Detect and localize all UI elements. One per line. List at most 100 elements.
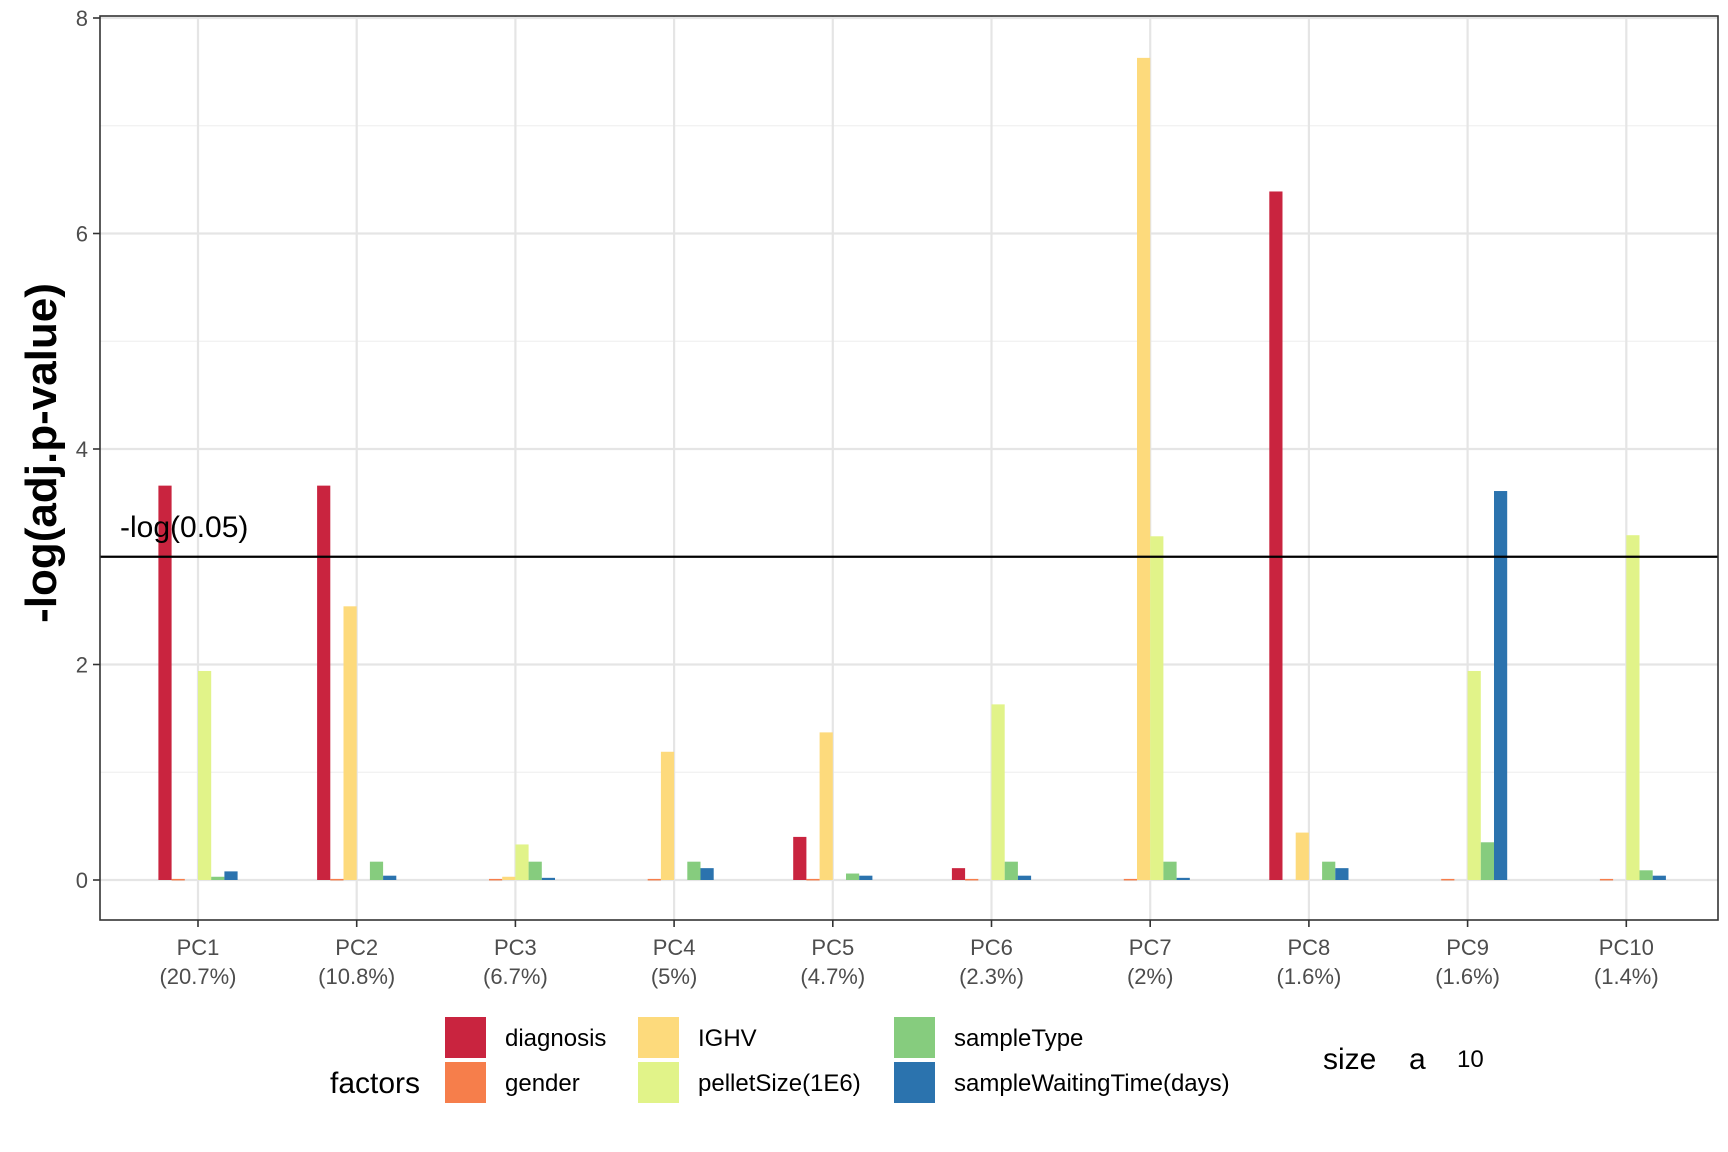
- x-tick-label: (1.4%): [1594, 964, 1659, 989]
- x-tick-label: (2.3%): [959, 964, 1024, 989]
- bar-samplewaitingtime-days--5: [859, 875, 873, 880]
- threshold-label: -log(0.05): [120, 511, 248, 544]
- bar-diagnosis-1: [158, 485, 172, 880]
- x-tick-label: PC5: [811, 935, 854, 960]
- legend-swatch: [445, 1062, 486, 1103]
- x-tick-label: PC9: [1446, 935, 1489, 960]
- x-tick-label: PC6: [970, 935, 1013, 960]
- x-tick-label: (5%): [651, 964, 697, 989]
- y-tick-label: 0: [76, 868, 88, 893]
- bar-sampletype-4: [687, 861, 701, 880]
- x-tick-label: PC10: [1599, 935, 1654, 960]
- bar-ighv-8: [1295, 832, 1309, 880]
- bar-gender-6: [965, 878, 979, 881]
- bar-ighv-4: [660, 751, 675, 880]
- bar-ighv-3: [502, 876, 516, 880]
- legend-item: sampleType: [894, 1017, 1083, 1058]
- x-tick-label: PC8: [1288, 935, 1331, 960]
- bar-sampletype-10: [1639, 870, 1653, 880]
- bar-gender-2: [330, 878, 344, 881]
- x-tick-label: (1.6%): [1277, 964, 1342, 989]
- legend-swatch: [445, 1017, 486, 1058]
- size-legend-key: a: [1409, 1043, 1426, 1076]
- legend-label: diagnosis: [505, 1025, 606, 1052]
- x-tick-label: PC4: [653, 935, 696, 960]
- bar-diagnosis-6: [951, 868, 966, 880]
- bar-samplewaitingtime-days--3: [541, 877, 555, 880]
- y-axis: 0 2 4 6 8: [76, 6, 100, 893]
- bar-ighv-5: [819, 732, 833, 880]
- bar-gender-10: [1599, 878, 1614, 881]
- x-tick-label: (20.7%): [159, 964, 236, 989]
- x-axis: PC1 (20.7%) PC2 (10.8%) PC3 (6.7%) PC4 (5%) PC5 (…: [159, 920, 1659, 989]
- legend-item: sampleWaitingTime(days): [894, 1062, 1230, 1103]
- y-tick-label: 6: [76, 222, 88, 247]
- legend-swatch: [894, 1062, 935, 1103]
- bar-sampletype-2: [369, 861, 384, 880]
- x-tick-label: (4.7%): [800, 964, 865, 989]
- legend-label: gender: [505, 1070, 580, 1097]
- legend: factors diagnosis gender IGHV pelletSize(1E…: [330, 1017, 1484, 1103]
- x-tick-label: (6.7%): [483, 964, 548, 989]
- x-tick-label: (2%): [1127, 964, 1173, 989]
- bar-samplewaitingtime-days--6: [1017, 875, 1032, 880]
- y-tick-label: 4: [76, 437, 88, 462]
- bar-samplewaitingtime-days--8: [1335, 868, 1349, 880]
- reference-line: -log(0.05): [100, 511, 1718, 558]
- bar-samplewaitingtime-days--4: [700, 868, 714, 880]
- bar-ighv-7: [1137, 57, 1151, 881]
- x-tick-label: (1.6%): [1435, 964, 1500, 989]
- bar-samplewaitingtime-days--2: [383, 875, 397, 880]
- legend-swatch: [638, 1017, 679, 1058]
- legend-item: IGHV: [638, 1017, 757, 1058]
- bar-gender-5: [806, 878, 820, 881]
- bar-samplewaitingtime-days--1: [224, 871, 238, 880]
- legend-title: factors: [330, 1067, 420, 1100]
- bar-diagnosis-5: [793, 836, 807, 880]
- bar-pelletsize-1e6--6: [991, 704, 1005, 880]
- x-tick-label: PC1: [177, 935, 220, 960]
- legend-label: sampleType: [954, 1025, 1083, 1052]
- bar-pelletsize-1e6--7: [1150, 536, 1164, 880]
- legend-label: IGHV: [698, 1025, 757, 1052]
- bar-samplewaitingtime-days--9: [1494, 491, 1508, 880]
- legend-label: sampleWaitingTime(days): [954, 1070, 1230, 1097]
- x-tick-label: PC7: [1129, 935, 1172, 960]
- bar-sampletype-5: [846, 873, 860, 880]
- bar-samplewaitingtime-days--7: [1176, 877, 1190, 880]
- legend-item: pelletSize(1E6): [638, 1062, 861, 1103]
- x-tick-label: (10.8%): [318, 964, 395, 989]
- x-tick-label: PC2: [335, 935, 378, 960]
- bar-sampletype-7: [1163, 861, 1177, 880]
- legend-swatch: [894, 1017, 935, 1058]
- y-tick-label: 8: [76, 6, 88, 31]
- bars: [158, 57, 1666, 881]
- bar-sampletype-3: [528, 861, 542, 880]
- bar-pelletsize-1e6--10: [1626, 535, 1640, 880]
- bar-sampletype-9: [1480, 842, 1494, 880]
- bar-samplewaitingtime-days--10: [1652, 875, 1666, 880]
- bar-ighv-2: [343, 606, 357, 880]
- legend-label: pelletSize(1E6): [698, 1070, 861, 1097]
- bar-sampletype-1: [211, 876, 225, 880]
- y-axis-title: -log(adj.p-value): [17, 283, 66, 623]
- bar-gender-1: [171, 878, 185, 881]
- bar-pelletsize-1e6--3: [515, 844, 529, 880]
- legend-swatch: [638, 1062, 679, 1103]
- size-legend-value: 10: [1457, 1046, 1484, 1073]
- bar-sampletype-8: [1322, 861, 1336, 880]
- legend-item: diagnosis: [445, 1017, 606, 1058]
- bar-sampletype-6: [1004, 861, 1018, 880]
- x-tick-label: PC3: [494, 935, 537, 960]
- bar-diagnosis-8: [1269, 191, 1283, 881]
- bar-gender-3: [489, 878, 503, 881]
- bar-gender-4: [647, 878, 661, 881]
- bar-gender-9: [1441, 878, 1455, 881]
- bar-pelletsize-1e6--1: [198, 670, 212, 880]
- bar-diagnosis-2: [317, 485, 331, 880]
- plot-panel-border: [99, 15, 1719, 921]
- y-tick-label: 2: [76, 653, 88, 678]
- bar-pelletsize-1e6--9: [1467, 670, 1481, 880]
- bar-gender-7: [1123, 878, 1137, 881]
